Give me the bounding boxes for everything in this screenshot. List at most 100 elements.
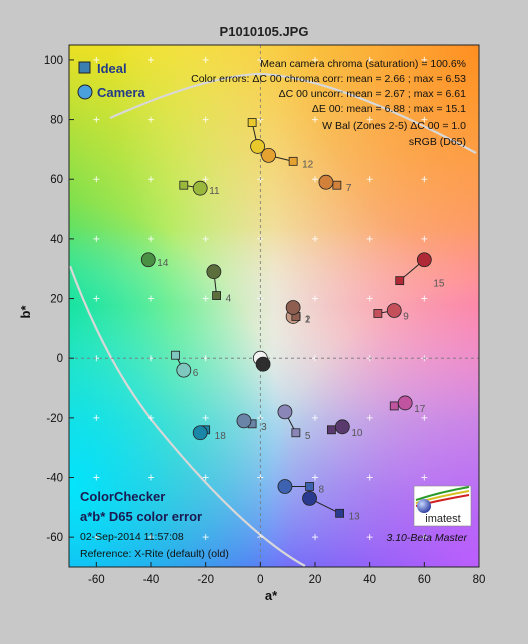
x-tick-label: 20 xyxy=(309,574,322,586)
grid-mark xyxy=(421,414,428,421)
stat-colorspace: sRGB (D65) xyxy=(409,136,466,148)
patch-label-6: 6 xyxy=(193,368,199,379)
grid-mark xyxy=(421,474,428,481)
y-tick-label: -40 xyxy=(46,473,63,485)
camera-marker-15 xyxy=(416,252,432,268)
patch-label-1: 1 xyxy=(305,314,311,325)
grid-mark xyxy=(312,56,318,63)
camera-marker-4 xyxy=(206,264,222,280)
patch-label-8: 8 xyxy=(319,484,325,495)
y-tick-label: -20 xyxy=(46,413,63,425)
grid-mark xyxy=(312,176,318,183)
grid-mark xyxy=(421,295,428,302)
caption-reference: Reference: X-Rite (default) (old) xyxy=(80,548,229,560)
x-tick-label: 40 xyxy=(363,574,376,586)
grid-mark xyxy=(202,56,209,63)
ideal-marker-5 xyxy=(291,428,301,438)
stat-dc-corr: Color errors: ΔC 00 chroma corr: mean = … xyxy=(191,73,466,85)
grid-mark xyxy=(366,56,373,63)
grid-mark xyxy=(421,235,428,242)
x-tick-label: -20 xyxy=(197,574,214,586)
patch-label-5: 5 xyxy=(305,431,311,442)
grid-mark xyxy=(93,474,100,481)
legend-ideal-swatch xyxy=(78,61,91,74)
grid-mark xyxy=(366,414,373,421)
grid-mark xyxy=(202,176,209,183)
grid-mark xyxy=(148,534,154,541)
camera-marker-11 xyxy=(192,180,208,196)
ideal-marker-11 xyxy=(179,180,189,190)
camera-marker-18 xyxy=(192,425,208,441)
imatest-logo: imatest xyxy=(413,485,472,527)
plot-background xyxy=(69,45,479,567)
y-tick-label: 80 xyxy=(50,115,63,127)
grid-mark xyxy=(202,116,209,123)
plot-frame xyxy=(68,44,480,568)
grid-mark xyxy=(93,414,100,421)
legend-camera-swatch xyxy=(77,84,93,100)
grid-mark xyxy=(148,56,154,63)
legend: Ideal Camera xyxy=(77,61,145,100)
camera-marker-6 xyxy=(176,362,192,378)
patch-label-18: 18 xyxy=(215,431,227,442)
grid-mark xyxy=(148,116,154,123)
ideal-marker-9 xyxy=(373,309,383,318)
patch-label-17: 17 xyxy=(414,404,426,415)
grid-mark xyxy=(421,534,428,541)
grid-mark xyxy=(312,414,318,421)
axis-ticks: -60 -40 -20 0 20 40 60 80 -60 -40 -20 0 20 40 60 80 100 xyxy=(44,55,486,586)
grid-mark xyxy=(93,56,100,63)
grid-mark xyxy=(202,414,209,421)
grid-mark xyxy=(366,534,373,541)
camera-marker-3 xyxy=(236,413,252,429)
ideal-marker-16 xyxy=(247,118,257,127)
grid-mark xyxy=(366,235,373,242)
grid-mark xyxy=(312,116,318,123)
caption-chart-subtitle: a*b* D65 color error xyxy=(80,509,202,524)
grid-mark xyxy=(421,176,428,183)
ideal-marker-6 xyxy=(171,350,181,360)
camera-marker-10 xyxy=(334,419,350,435)
y-tick-label: 100 xyxy=(44,55,63,67)
patch-label-7: 7 xyxy=(346,183,352,194)
x-tick-label: 60 xyxy=(418,574,431,586)
grid-mark xyxy=(93,116,100,123)
grid-mark xyxy=(148,235,154,242)
grid-mark xyxy=(148,474,154,481)
ideal-marker-15 xyxy=(395,276,405,286)
grid-mark xyxy=(202,295,209,302)
camera-marker-12 xyxy=(261,147,276,163)
y-axis-label: b* xyxy=(18,305,33,319)
ideal-marker-4 xyxy=(212,291,222,300)
grid-mark xyxy=(93,534,100,541)
zero-axes xyxy=(69,45,479,567)
ideal-marker-10 xyxy=(326,425,336,435)
y-tick-label: -60 xyxy=(46,532,63,544)
camera-marker-17 xyxy=(397,395,413,411)
stat-wbal: W Bal (Zones 2-5) ΔC 00 = 1.0 xyxy=(322,120,466,132)
y-tick-label: 0 xyxy=(57,353,63,365)
version-label: 3.10-Beta Master xyxy=(386,532,467,544)
caption-chart-name: ColorChecker xyxy=(80,489,165,504)
y-tick-label: 60 xyxy=(50,174,63,186)
grid-mark xyxy=(202,534,209,541)
window-title: P1010105.JPG xyxy=(220,24,309,39)
grid-mark xyxy=(312,295,318,302)
grid-mark xyxy=(148,295,154,302)
patch-label-11: 11 xyxy=(209,186,220,197)
patch-label-13: 13 xyxy=(349,511,361,522)
patch-label-4: 4 xyxy=(226,294,232,305)
patch-label-9: 9 xyxy=(403,311,409,322)
ideal-marker-12 xyxy=(288,156,298,166)
logo-text: imatest xyxy=(425,513,460,525)
camera-marker-2 xyxy=(285,300,301,315)
y-tick-label: 40 xyxy=(50,234,63,246)
x-tick-label: 80 xyxy=(473,574,486,586)
grid-mark xyxy=(93,295,100,302)
grid-mark xyxy=(148,414,154,421)
patch-label-15: 15 xyxy=(433,279,445,290)
grid-mark xyxy=(312,474,318,481)
patch-label-10: 10 xyxy=(351,428,363,439)
